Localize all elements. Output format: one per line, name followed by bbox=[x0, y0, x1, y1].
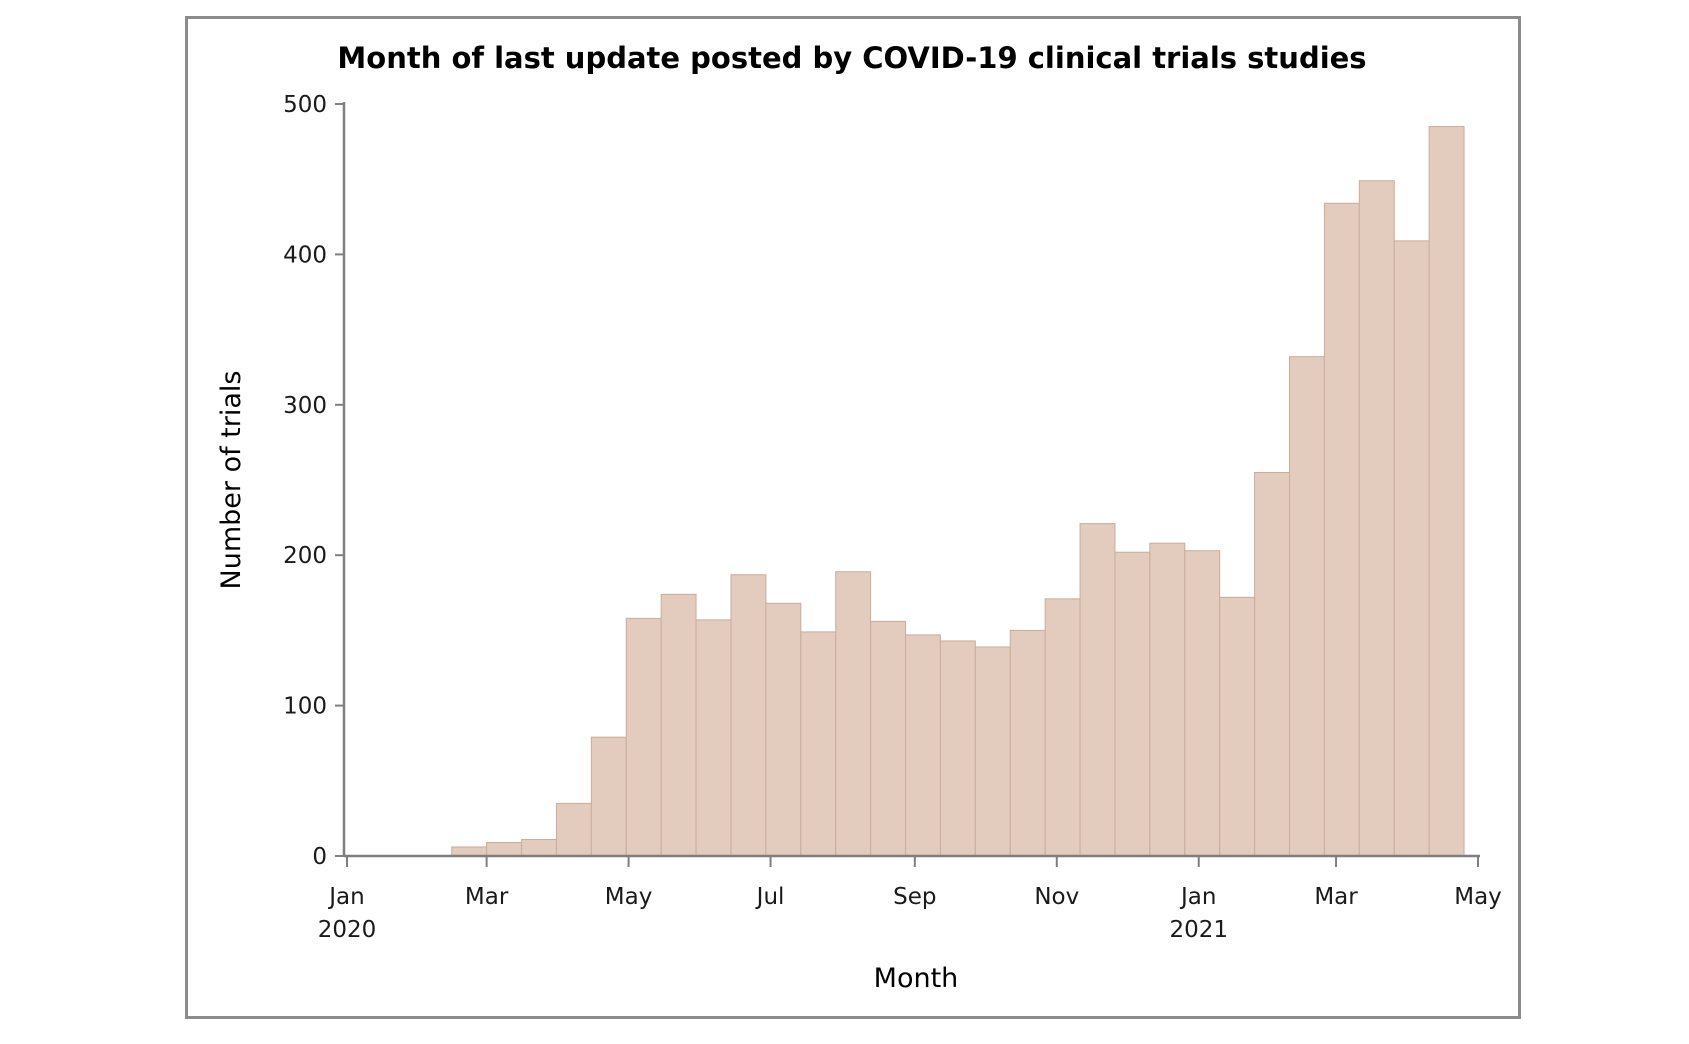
y-tick-label: 500 bbox=[283, 92, 327, 118]
histogram-bar bbox=[660, 593, 697, 857]
x-tick-year-label: 2021 bbox=[1169, 917, 1228, 943]
x-tick-label: May bbox=[1454, 884, 1502, 910]
x-tick-label: Jan bbox=[327, 884, 364, 910]
x-tick-label: Mar bbox=[465, 884, 509, 910]
histogram-bar bbox=[870, 620, 907, 857]
histogram-bar bbox=[765, 602, 802, 857]
x-tick-label: May bbox=[605, 884, 653, 910]
bars-group bbox=[451, 126, 1465, 857]
histogram-bar bbox=[1393, 240, 1430, 857]
y-tick-label: 300 bbox=[283, 393, 327, 419]
y-tick-label: 400 bbox=[283, 242, 327, 268]
histogram-bar bbox=[1358, 180, 1395, 857]
x-axis-label: Month bbox=[874, 963, 959, 994]
x-axis: Jan 2020 Mar May Jul Sep Nov Jan 2021 Mar May bbox=[318, 854, 1502, 943]
chart-frame bbox=[185, 16, 1521, 1019]
histogram-bar bbox=[625, 617, 662, 857]
x-tick-label: Jan bbox=[1179, 884, 1216, 910]
histogram-bar bbox=[905, 634, 941, 857]
x-tick-label: Jul bbox=[755, 884, 785, 910]
chart-title: Month of last update posted by COVID-19 … bbox=[337, 41, 1366, 75]
histogram-bar bbox=[1114, 551, 1151, 857]
histogram-bar bbox=[939, 640, 976, 857]
histogram-bar bbox=[1009, 629, 1046, 857]
histogram-bar bbox=[486, 841, 523, 857]
histogram-bar bbox=[1254, 471, 1291, 857]
y-tick-label: 100 bbox=[283, 694, 327, 720]
histogram-bar bbox=[974, 646, 1011, 857]
histogram-bar bbox=[1289, 356, 1325, 857]
histogram-bar bbox=[1149, 542, 1186, 857]
histogram-bar bbox=[800, 631, 837, 857]
y-axis: 0 100 200 300 400 500 bbox=[283, 92, 346, 870]
histogram-bar bbox=[1044, 598, 1081, 857]
histogram-bar bbox=[590, 736, 627, 857]
histogram-bar bbox=[1079, 523, 1116, 857]
x-tick-label: Nov bbox=[1034, 884, 1079, 910]
x-tick-label: Mar bbox=[1314, 884, 1358, 910]
y-axis-label: Number of trials bbox=[216, 371, 247, 590]
y-tick-label: 200 bbox=[283, 543, 327, 569]
histogram-bar bbox=[1184, 550, 1221, 857]
x-tick-year-label: 2020 bbox=[318, 917, 377, 943]
histogram-bar bbox=[730, 574, 767, 857]
histogram-bar bbox=[835, 571, 872, 857]
histogram-bar bbox=[1219, 596, 1256, 857]
histogram-bar bbox=[695, 619, 732, 857]
y-tick-label: 0 bbox=[312, 844, 327, 870]
histogram-bar bbox=[1428, 126, 1465, 857]
x-tick-label: Sep bbox=[893, 884, 936, 910]
histogram-bar bbox=[451, 846, 488, 857]
histogram-bar bbox=[1323, 202, 1360, 857]
histogram-bar bbox=[555, 802, 592, 857]
histogram-bar bbox=[521, 838, 557, 857]
